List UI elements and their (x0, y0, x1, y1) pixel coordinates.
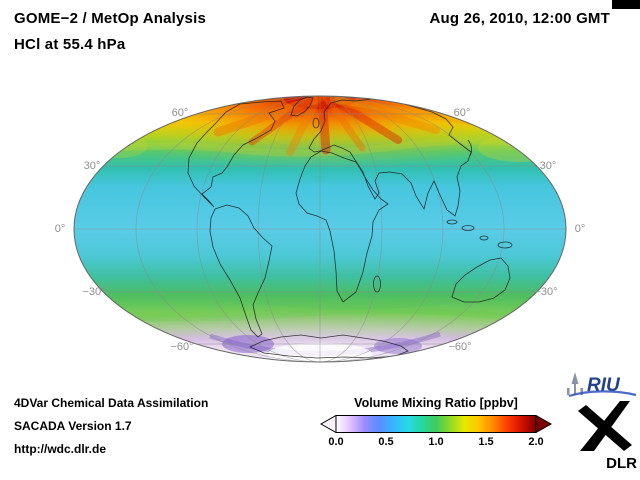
colorbar-tick: 2.0 (528, 436, 544, 448)
map-outline (73, 95, 567, 363)
figure-title: GOME−2 / MetOp Analysis (14, 10, 207, 27)
colorbar-tick-labels: 0.0 0.5 1.0 1.5 2.0 (320, 436, 552, 450)
lat-label-right-30s: −30° (534, 286, 558, 298)
lat-label-right-30n: 30° (539, 160, 557, 172)
lat-label-left-60s: −60° (170, 341, 194, 353)
lat-label-right-60s: −60° (448, 341, 472, 353)
colorbar-tick: 1.5 (478, 436, 494, 448)
colorbar-left-arrow (320, 415, 337, 433)
footer-line-1: 4DVar Chemical Data Assimilation (14, 396, 209, 410)
lat-label-right-0: 0° (574, 223, 586, 235)
colorbar-tick: 0.0 (328, 436, 344, 448)
dlr-emblem-icon (578, 401, 632, 451)
riu-spire-icon (567, 372, 583, 395)
colorbar-tick: 0.5 (378, 436, 394, 448)
footer-url: http://wdc.dlr.de (14, 442, 106, 456)
riu-swoosh-icon (568, 390, 637, 398)
colorbar-right-arrow (535, 415, 552, 433)
lat-label-left-30n: 30° (83, 160, 101, 172)
colorbar-gradient-bar (335, 415, 537, 433)
timestamp: Aug 26, 2010, 12:00 GMT (429, 10, 610, 27)
dlr-logo-text: DLR (606, 455, 637, 471)
lat-label-left-0: 0° (54, 223, 66, 235)
lat-label-left-30s: −30° (82, 286, 106, 298)
figure-subtitle: HCl at 55.4 hPa (14, 36, 126, 53)
data-field (74, 96, 566, 362)
lat-label-right-60n: 60° (453, 107, 471, 119)
riu-logo: RIU (567, 372, 637, 398)
corner-marker (612, 0, 640, 9)
colorbar-tick: 1.0 (428, 436, 444, 448)
colorbar (320, 415, 552, 433)
colorbar-title: Volume Mixing Ratio [ppbv] (354, 396, 518, 410)
dlr-logo: DLR (578, 401, 637, 471)
footer-line-2: SACADA Version 1.7 (14, 419, 132, 433)
lat-label-left-60n: 60° (171, 107, 189, 119)
